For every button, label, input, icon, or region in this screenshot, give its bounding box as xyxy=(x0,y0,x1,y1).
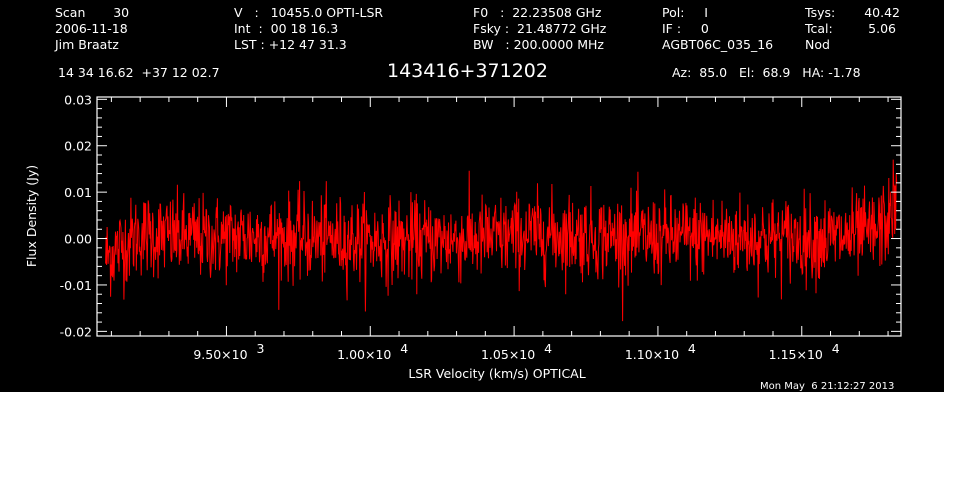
x-tick-label: 1.05×10 xyxy=(481,347,535,362)
x-tick-label: 1.10×10 xyxy=(625,347,679,362)
tcal-label: Tcal: xyxy=(805,21,833,36)
sky-frequency-label: Fsky : 21.48772 GHz xyxy=(473,21,607,36)
x-tick-label: 1.00×10 xyxy=(337,347,391,362)
lst-label: LST : +12 47 31.3 xyxy=(234,37,347,52)
tcal-value: 5.06 xyxy=(868,21,896,36)
spectrum-chart: 9.50×10 3 1.00×10 4 1.05×10 4 1.10×10 4 1.15×10 4… xyxy=(24,92,902,381)
plot-window: Scan 30 2006-11-18 Jim Braatz V : 10455.… xyxy=(0,0,944,392)
plot-timestamp: Mon May 6 21:12:27 2013 xyxy=(760,381,895,392)
y-tick-label: 0.00 xyxy=(64,232,92,247)
scan-label: Scan 30 xyxy=(55,5,130,20)
x-axis-label: LSR Velocity (km/s) OPTICAL xyxy=(408,366,585,381)
axis-ticks xyxy=(97,97,901,336)
tick-labels: 9.50×10 3 1.00×10 4 1.05×10 4 1.10×10 4 1.15×10 4… xyxy=(60,92,840,362)
y-tick-label: -0.01 xyxy=(60,278,92,293)
x-tick-exponent: 4 xyxy=(688,341,696,356)
tsys-value: 40.42 xyxy=(864,5,900,20)
az-el-ha-label: Az: 85.0 El: 68.9 HA: -1.78 xyxy=(672,65,861,80)
y-tick-label: 0.03 xyxy=(64,92,92,107)
x-tick-label: 1.15×10 xyxy=(769,347,823,362)
y-tick-label: 0.02 xyxy=(64,139,92,154)
observer-label: Jim Braatz xyxy=(55,37,119,52)
x-tick-label: 9.50×10 xyxy=(193,347,247,362)
y-axis-label: Flux Density (Jy) xyxy=(24,165,39,267)
date-label: 2006-11-18 xyxy=(55,21,128,36)
source-coordinates: 14 34 16.62 +37 12 02.7 xyxy=(58,65,220,80)
x-tick-exponent: 4 xyxy=(400,341,408,356)
tsys-label: Tsys: xyxy=(805,5,836,20)
if-label: IF : 0 xyxy=(662,21,709,36)
velocity-label: V : 10455.0 OPTI-LSR xyxy=(234,5,384,20)
polarization-label: Pol: I xyxy=(662,5,708,20)
source-name: 143416+371202 xyxy=(387,60,548,82)
x-tick-exponent: 4 xyxy=(832,341,840,356)
bandwidth-label: BW : 200.0000 MHz xyxy=(473,37,604,52)
spectrum-trace xyxy=(105,159,898,322)
project-label: AGBT06C_035_16 xyxy=(662,37,774,52)
x-tick-exponent: 4 xyxy=(544,341,552,356)
procedure-label: Nod xyxy=(805,37,830,52)
plot-frame xyxy=(96,96,902,337)
spectrum-trace-group xyxy=(105,159,898,322)
y-tick-label: 0.01 xyxy=(64,185,92,200)
rest-frequency-label: F0 : 22.23508 GHz xyxy=(473,5,602,20)
integration-label: Int : 00 18 16.3 xyxy=(234,21,339,36)
y-tick-label: -0.02 xyxy=(60,324,92,339)
x-tick-exponent: 3 xyxy=(256,341,264,356)
